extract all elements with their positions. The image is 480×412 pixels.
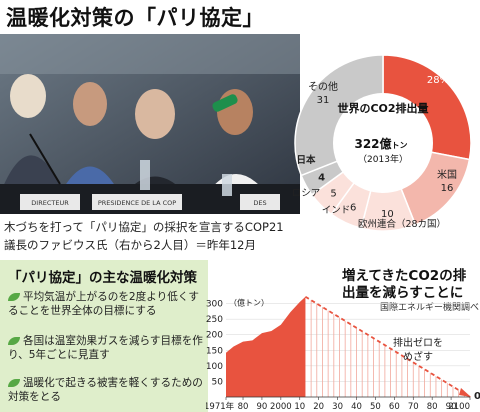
x-tick-label: 60 — [389, 402, 400, 412]
pie-slice-label: 欧州連合（28カ国） — [358, 218, 446, 230]
x-tick-label: 90 — [446, 402, 457, 412]
leaf-icon — [8, 293, 20, 301]
x-tick-label: 80 — [238, 402, 249, 412]
y-tick-label: 200 — [206, 331, 223, 341]
y-unit-label: （億トン） — [229, 298, 269, 308]
pie-slice-value: 31 — [317, 95, 330, 106]
x-tick-label: 50 — [370, 402, 381, 412]
pie-hole — [333, 93, 433, 193]
desk-sign-1: DIRECTEUR — [31, 199, 69, 207]
x-tick-label: 30 — [332, 402, 343, 412]
area-chart-title: 増えてきたCO2の排出量を減らすことに — [342, 268, 467, 301]
pie-slice-label: 米国 — [437, 168, 457, 181]
measures-title: 「パリ協定」の主な温暖化対策 — [8, 270, 197, 286]
x-tick-label: 40 — [351, 402, 362, 412]
pie-slice-label: インド — [322, 205, 351, 216]
area-chart-source: 国際エネルギー機関調べ — [380, 303, 480, 313]
pie-year: （2013年） — [358, 153, 408, 165]
x-tick-label: 80 — [427, 402, 438, 412]
y-tick-label: 300 — [206, 300, 223, 310]
pie-slice-label: その他 — [308, 80, 338, 93]
measure-text: 温暖化で起きる被害を軽くするための対策をとる — [8, 377, 203, 403]
desk-sign-3: DES — [253, 199, 266, 207]
projection-line — [304, 295, 471, 398]
pie-slice-value: 6 — [350, 202, 356, 213]
measures-box — [0, 260, 208, 412]
annotation-line2: めざす — [403, 350, 433, 363]
x-tick-label: 1971年 — [206, 401, 235, 412]
x-tick-label: 2100 — [448, 402, 470, 412]
pie-slice-label: ロシア — [292, 188, 320, 199]
x-tick-label: 10 — [294, 402, 305, 412]
x-tick-label: 2000 — [270, 402, 292, 412]
x-tick-label: 70 — [408, 402, 419, 412]
y-tick-label: 250 — [206, 315, 223, 325]
news-photo: DIRECTEUR PRESIDENCE DE LA COP DES — [0, 34, 300, 214]
pie-slice-value: 4 — [318, 173, 325, 184]
measure-item: 温暖化で起きる被害を軽くするための対策をとる — [8, 376, 204, 404]
co2-pie-chart: 世界のCO2排出量 322億トン （2013年） 中国 28% 米国 16 10欧州連合… — [292, 54, 472, 232]
x-tick-label: 90 — [257, 402, 268, 412]
pie-slice-value: 5 — [330, 188, 336, 199]
measure-text: 平均気温が上がるのを2度より低くすることを世界全体の目標にする — [8, 291, 200, 317]
y-tick-label: 150 — [206, 346, 223, 356]
measure-text: 各国は温室効果ガスを減らす目標を作り、5年ごとに見直す — [8, 335, 203, 361]
leaf-icon — [8, 379, 20, 387]
leaf-icon — [8, 337, 20, 345]
pie-slice-value: 10 — [381, 209, 394, 220]
pie-center-title: 世界のCO2排出量 — [337, 101, 428, 115]
pie-total: 322億トン — [354, 136, 407, 151]
desk-sign-2: PRESIDENCE DE LA COP — [98, 199, 176, 207]
y-tick-label: 100 — [206, 362, 223, 372]
pie-slice-value: 28% — [427, 75, 449, 86]
pie-slice-value: 16 — [441, 183, 454, 194]
photo-caption: 木づちを打って「パリ協定」の採択を宣言するCOP21議長のファビウス氏（右から2… — [4, 220, 284, 252]
pie-slice-label: 中国 — [428, 60, 448, 73]
historical-area — [226, 296, 306, 397]
measure-item: 平均気温が上がるのを2度より低くすることを世界全体の目標にする — [8, 290, 204, 318]
headline: 温暖化対策の「パリ協定」 — [6, 6, 264, 30]
measure-item: 各国は温室効果ガスを減らす目標を作り、5年ごとに見直す — [8, 334, 204, 362]
y-tick-label: 50 — [212, 377, 224, 387]
pie-slice-label: 日本 — [296, 154, 316, 166]
arrow-head — [459, 388, 471, 397]
x-tick-label: 20 — [313, 402, 324, 412]
annotation-line1: 排出ゼロを — [393, 336, 443, 349]
end-value-label: 0 — [474, 391, 480, 402]
